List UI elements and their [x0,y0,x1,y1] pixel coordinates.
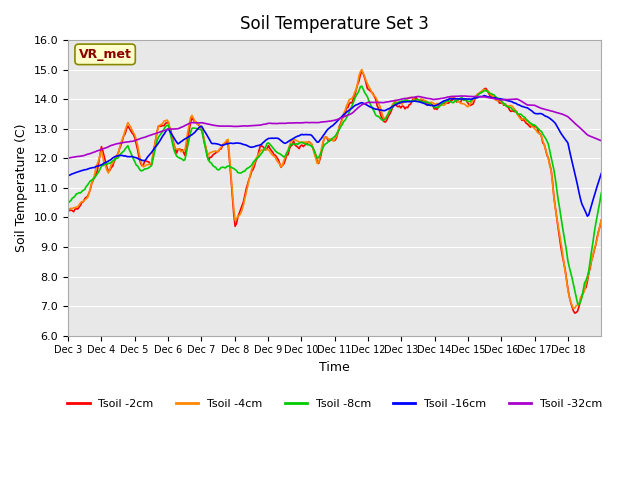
Tsoil -8cm [525,119,532,125]
Tsoil -32cm [83,152,90,157]
Tsoil -2cm [445,99,453,105]
Tsoil -4cm [99,154,107,160]
Tsoil -8cm [445,99,453,105]
Tsoil -4cm [597,217,605,223]
Title: Soil Temperature Set 3: Soil Temperature Set 3 [240,15,429,33]
Tsoil -8cm [64,200,72,206]
Tsoil -4cm [596,223,604,229]
Tsoil -16cm [481,93,488,98]
Tsoil -2cm [571,310,579,316]
Tsoil -4cm [525,119,532,125]
Tsoil -32cm [444,94,452,100]
Legend: Tsoil -2cm, Tsoil -4cm, Tsoil -8cm, Tsoil -16cm, Tsoil -32cm: Tsoil -2cm, Tsoil -4cm, Tsoil -8cm, Tsoi… [63,395,606,413]
Tsoil -32cm [339,115,346,120]
Tsoil -32cm [597,138,605,144]
Tsoil -16cm [525,106,532,112]
Tsoil -32cm [99,146,107,152]
Line: Tsoil -16cm: Tsoil -16cm [68,96,601,216]
Tsoil -8cm [83,184,90,190]
Tsoil -8cm [596,199,604,204]
Tsoil -16cm [596,175,604,181]
Tsoil -8cm [99,163,107,168]
Tsoil -8cm [575,302,583,308]
Tsoil -4cm [83,196,90,202]
Tsoil -2cm [99,148,107,154]
Tsoil -8cm [597,190,605,196]
Tsoil -2cm [597,217,605,223]
Tsoil -4cm [339,117,346,122]
Tsoil -4cm [358,67,365,72]
Tsoil -16cm [83,167,90,172]
Tsoil -32cm [457,93,465,99]
Tsoil -2cm [525,123,532,129]
Tsoil -2cm [83,194,90,200]
Tsoil -4cm [64,207,72,213]
Tsoil -16cm [444,96,452,102]
Line: Tsoil -32cm: Tsoil -32cm [68,96,601,158]
Y-axis label: Soil Temperature (C): Soil Temperature (C) [15,124,28,252]
Tsoil -2cm [358,68,365,74]
Tsoil -32cm [525,102,532,108]
Tsoil -8cm [339,121,346,127]
Tsoil -16cm [584,213,591,219]
Line: Tsoil -2cm: Tsoil -2cm [68,71,601,313]
Tsoil -2cm [596,224,604,229]
Tsoil -16cm [339,113,346,119]
Tsoil -4cm [570,306,577,312]
Tsoil -16cm [64,173,72,179]
Tsoil -4cm [445,96,453,102]
Tsoil -2cm [64,206,72,212]
Tsoil -16cm [597,170,605,176]
X-axis label: Time: Time [319,361,350,374]
Tsoil -8cm [358,84,365,89]
Tsoil -2cm [339,115,346,120]
Tsoil -16cm [99,161,107,167]
Tsoil -32cm [595,137,602,143]
Tsoil -32cm [64,156,72,161]
Line: Tsoil -8cm: Tsoil -8cm [68,86,601,305]
Line: Tsoil -4cm: Tsoil -4cm [68,70,601,309]
Text: VR_met: VR_met [79,48,132,61]
